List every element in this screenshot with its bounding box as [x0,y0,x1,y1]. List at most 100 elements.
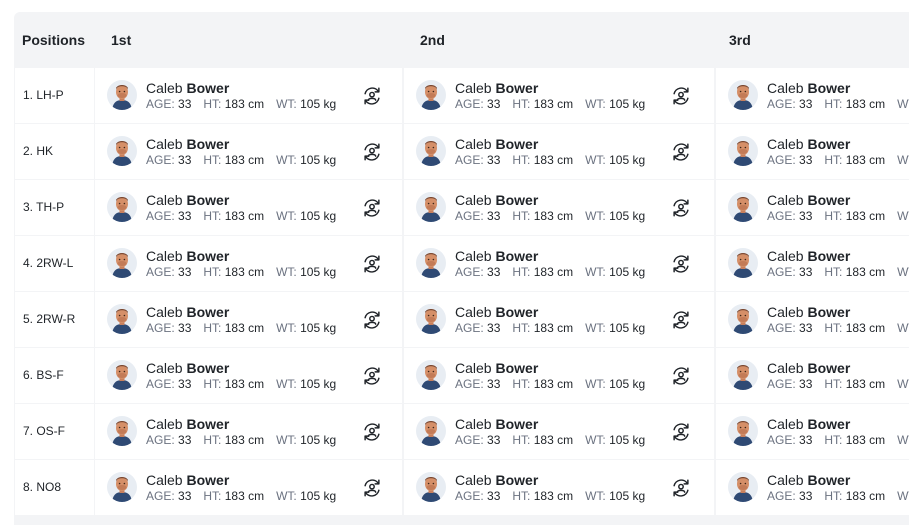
player-avatar [107,248,137,278]
swap-player-icon[interactable] [361,141,383,163]
weight-value: 105 kg [300,321,337,335]
age-value: 33 [799,489,813,503]
swap-player-icon[interactable] [670,365,692,387]
swap-player-icon[interactable] [670,141,692,163]
player-avatar [416,192,446,222]
weight-label: WT: [897,97,909,111]
age-value: 33 [487,433,501,447]
position-label: 8. NO8 [23,480,62,494]
height-value: 183 cm [533,153,574,167]
age-value: 33 [487,209,501,223]
height-label: HT: [824,153,843,167]
weight-label: WT: [276,97,297,111]
age-label: AGE: [146,377,175,391]
player-first-name: Caleb [146,472,183,488]
swap-player-icon[interactable] [670,85,692,107]
table-header: Positions 1st 2nd 3rd [14,12,909,68]
age-label: AGE: [455,153,484,167]
player-last-name: Bower [186,416,230,432]
height-label: HT: [203,489,222,503]
swap-player-icon[interactable] [361,85,383,107]
table-row: 3. TH-P Caleb Bower AGE: 33 HT: 183 cm WT: 1… [14,180,909,235]
height-label: HT: [512,153,531,167]
player-first-name: Caleb [455,304,492,320]
height-label: HT: [203,377,222,391]
age-label: AGE: [455,97,484,111]
player-avatar [107,192,137,222]
swap-player-icon[interactable] [670,197,692,219]
weight-value: 105 kg [609,433,646,447]
swap-player-icon[interactable] [670,309,692,331]
age-label: AGE: [146,209,175,223]
player-last-name: Bower [807,80,851,96]
weight-value: 105 kg [609,489,646,503]
swap-player-icon[interactable] [361,197,383,219]
weight-value: 105 kg [300,377,337,391]
player-last-name: Bower [807,472,851,488]
height-label: HT: [824,433,843,447]
swap-player-icon[interactable] [670,477,692,499]
swap-player-icon[interactable] [670,253,692,275]
height-label: HT: [512,209,531,223]
player-last-name: Bower [186,136,230,152]
player-first-name: Caleb [767,192,804,208]
swap-player-icon[interactable] [361,309,383,331]
height-label: HT: [824,209,843,223]
swap-player-icon[interactable] [361,477,383,499]
weight-label: WT: [897,377,909,391]
player-avatar [416,304,446,334]
position-cell: 8. NO8 [15,460,94,515]
player-avatar [107,416,137,446]
age-label: AGE: [767,153,796,167]
player-name: Caleb Bower [146,136,229,152]
age-value: 33 [178,433,192,447]
age-value: 33 [178,265,192,279]
age-label: AGE: [455,377,484,391]
player-name: Caleb Bower [767,416,850,432]
player-last-name: Bower [495,136,539,152]
height-value: 183 cm [845,321,886,335]
age-value: 33 [487,97,501,111]
swap-player-icon[interactable] [670,421,692,443]
player-first-name: Caleb [767,416,804,432]
height-value: 183 cm [845,97,886,111]
age-value: 33 [487,489,501,503]
age-label: AGE: [146,97,175,111]
swap-player-icon[interactable] [361,253,383,275]
swap-player-icon[interactable] [361,421,383,443]
position-label: 4. 2RW-L [23,256,74,270]
swap-player-icon[interactable] [361,365,383,387]
height-value: 183 cm [224,265,265,279]
weight-label: WT: [276,265,297,279]
